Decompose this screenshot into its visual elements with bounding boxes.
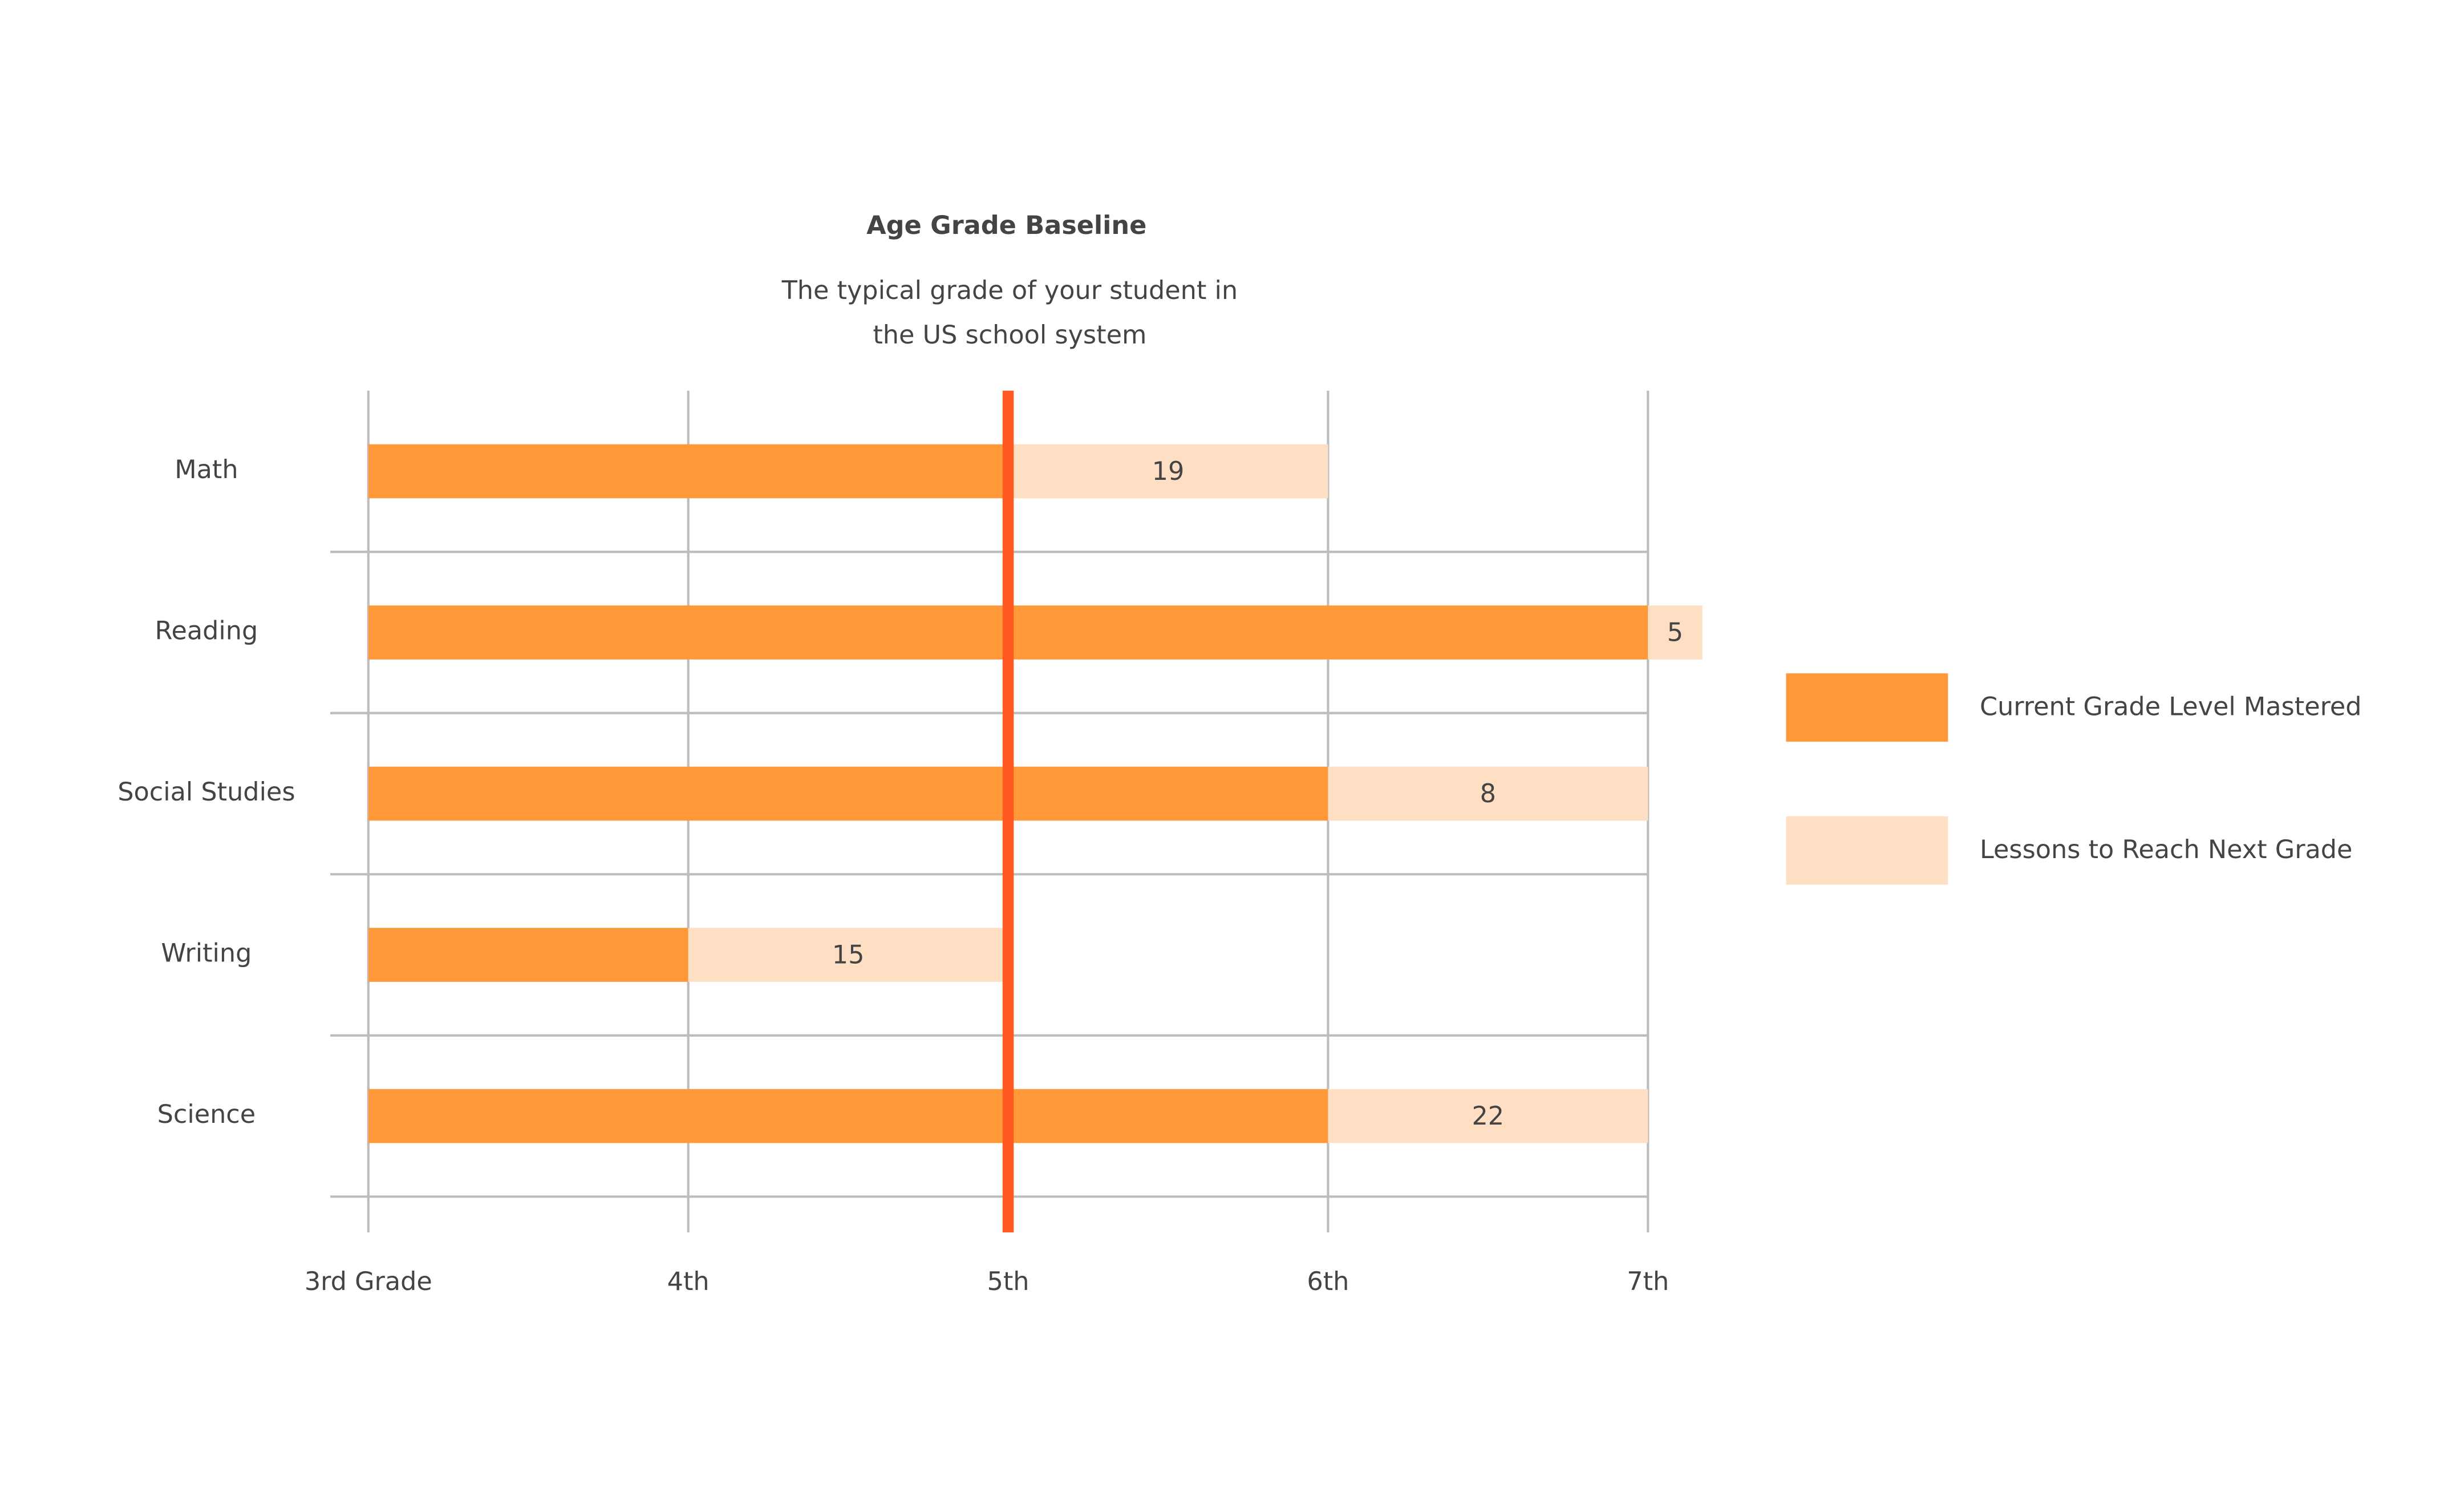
y-tick-label: Writing (161, 939, 252, 968)
bar-segment (688, 928, 1008, 982)
y-tick-label: Reading (155, 616, 258, 646)
subtitle: The typical grade of your student in (781, 276, 1238, 305)
bar-segment (1008, 444, 1328, 499)
baseline (1002, 390, 1014, 1232)
data-label: 15 (832, 940, 865, 969)
x-tick-label: 3rd Grade (305, 1267, 432, 1296)
x-tick-label: 6th (1307, 1267, 1349, 1296)
y-tick-label: Science (157, 1099, 256, 1129)
subtitle: the US school system (873, 320, 1146, 350)
x-tick-label: 4th (667, 1267, 710, 1296)
legend-label: Current Grade Level Mastered (1980, 692, 2362, 721)
bar-segment (368, 1089, 1328, 1143)
y-tick-label: Social Studies (117, 777, 295, 807)
data-label: 19 (1152, 456, 1185, 486)
bar-segment (368, 928, 688, 982)
bar-segment (368, 766, 1328, 821)
x-tick-label: 7th (1627, 1267, 1669, 1296)
bar-segment (1328, 1089, 1648, 1143)
bar-segment (368, 444, 1008, 499)
x-tick-label: 5th (987, 1267, 1030, 1296)
bar-segment (1328, 766, 1648, 821)
legend-swatch (1786, 816, 1948, 885)
data-label: 5 (1667, 617, 1683, 647)
data-label: 8 (1480, 779, 1496, 808)
chart-title: Age Grade Baseline (866, 211, 1146, 240)
legend-label: Lessons to Reach Next Grade (1980, 835, 2352, 864)
bar-segment (1648, 605, 1703, 660)
y-tick-label: Math (175, 455, 238, 484)
legend-swatch (1786, 673, 1948, 742)
data-label: 22 (1472, 1101, 1505, 1131)
